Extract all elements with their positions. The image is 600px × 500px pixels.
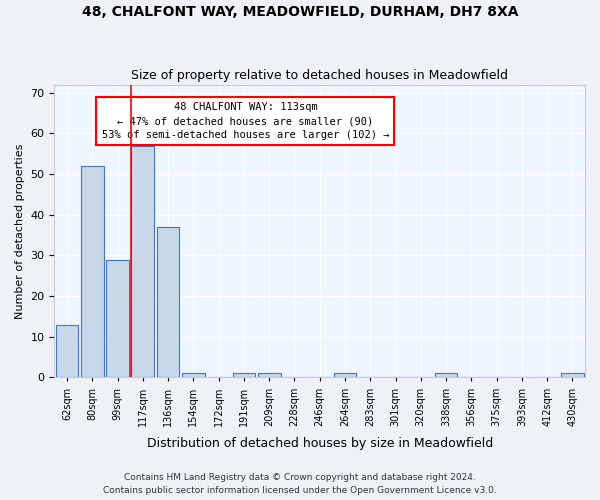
- Bar: [157, 227, 179, 378]
- Bar: [434, 374, 457, 378]
- Bar: [561, 374, 584, 378]
- Bar: [56, 324, 79, 378]
- Bar: [131, 146, 154, 378]
- Bar: [233, 374, 255, 378]
- Bar: [106, 260, 129, 378]
- Title: Size of property relative to detached houses in Meadowfield: Size of property relative to detached ho…: [131, 69, 508, 82]
- Text: 48 CHALFONT WAY: 113sqm
← 47% of detached houses are smaller (90)
53% of semi-de: 48 CHALFONT WAY: 113sqm ← 47% of detache…: [101, 102, 389, 140]
- Bar: [258, 374, 281, 378]
- Y-axis label: Number of detached properties: Number of detached properties: [15, 144, 25, 318]
- Text: 48, CHALFONT WAY, MEADOWFIELD, DURHAM, DH7 8XA: 48, CHALFONT WAY, MEADOWFIELD, DURHAM, D…: [82, 5, 518, 19]
- Text: Contains HM Land Registry data © Crown copyright and database right 2024.
Contai: Contains HM Land Registry data © Crown c…: [103, 474, 497, 495]
- Bar: [182, 374, 205, 378]
- Bar: [81, 166, 104, 378]
- Bar: [334, 374, 356, 378]
- X-axis label: Distribution of detached houses by size in Meadowfield: Distribution of detached houses by size …: [146, 437, 493, 450]
